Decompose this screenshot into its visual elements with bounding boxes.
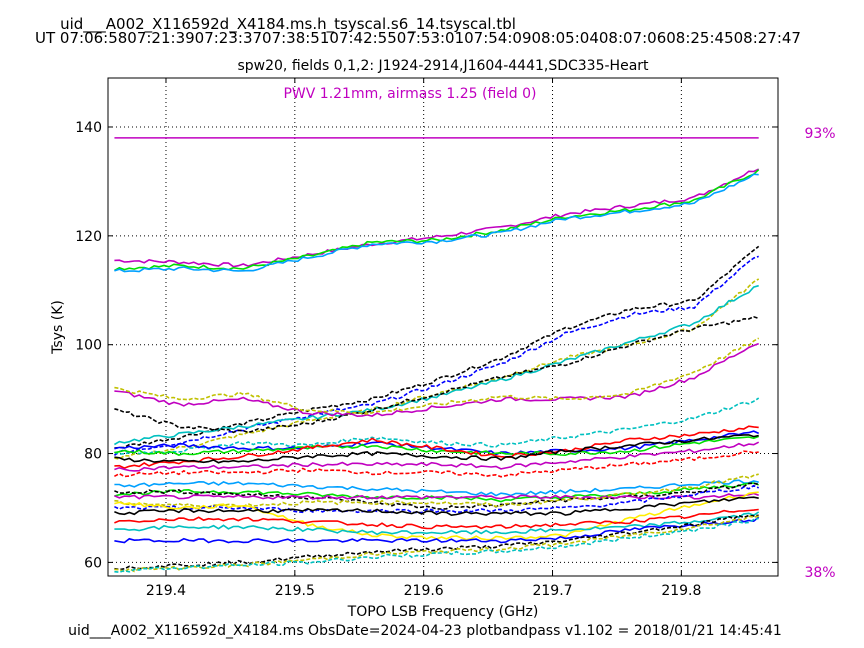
series-line-21 [114,492,759,500]
y-tick-label: 80 [84,447,102,463]
series-line-25 [114,496,759,517]
transmission-top-label: 93% [804,126,835,142]
series-line-22 [114,473,759,508]
transmission-bottom-label: 38% [804,565,835,581]
series-line-10 [114,337,760,415]
series-line-11 [114,397,760,456]
series-line-5 [113,255,759,456]
ut-timestamps: UT 07:06:5807:21:3907:23:3707:38:5107:42… [35,29,801,47]
x-tick-label: 219.4 [146,583,186,599]
series-line-9 [114,342,759,418]
series-line-14 [114,425,759,469]
series-line-3 [114,173,759,273]
footer-info: uid___A002_X116592d_X4184.ms ObsDate=202… [68,623,782,639]
filename-title: uid___A002_X116592d_X4184.ms.h_tsyscal.s… [60,15,516,34]
series-line-23 [114,484,760,514]
series-line-15 [114,434,759,464]
grid-lines [108,78,778,576]
x-tick-label: 219.5 [275,583,315,599]
series-line-30 [114,515,759,573]
series-line-1 [114,168,760,268]
series-line-28 [114,516,760,544]
series-line-18 [114,479,759,497]
chart-title: spw20, fields 0,1,2: J1924-2914,J1604-44… [237,58,649,74]
axis-ticks: 219.4 219.5 219.6 219.7 219.8 60 80 100 120 140 [75,78,778,599]
series-line-29 [114,514,759,571]
series-lines [113,137,760,573]
pwv-annotation: PWV 1.21mm, airmass 1.25 (field 0) [283,86,536,102]
y-tick-label: 140 [75,120,102,136]
series-line-26 [114,508,759,530]
x-tick-label: 219.6 [404,583,444,599]
series-line-4 [114,245,760,449]
series-line-31 [114,517,759,573]
series-line-16 [114,441,760,472]
series-line-8 [114,315,759,434]
x-axis-label: TOPO LSB Frequency (GHz) [347,604,539,620]
y-tick-label: 60 [84,555,102,571]
series-line-12 [114,430,760,456]
x-tick-label: 219.8 [661,583,701,599]
series-line-27 [114,511,760,536]
series-line-17 [114,450,759,478]
y-tick-label: 120 [75,229,102,245]
y-axis-label: Tsys (K) [50,300,66,355]
series-line-7 [113,284,759,446]
series-line-2 [114,169,760,272]
y-tick-label: 100 [75,338,102,354]
plot-frame [107,77,779,577]
x-tick-label: 219.7 [532,583,572,599]
series-line-13 [114,435,759,457]
